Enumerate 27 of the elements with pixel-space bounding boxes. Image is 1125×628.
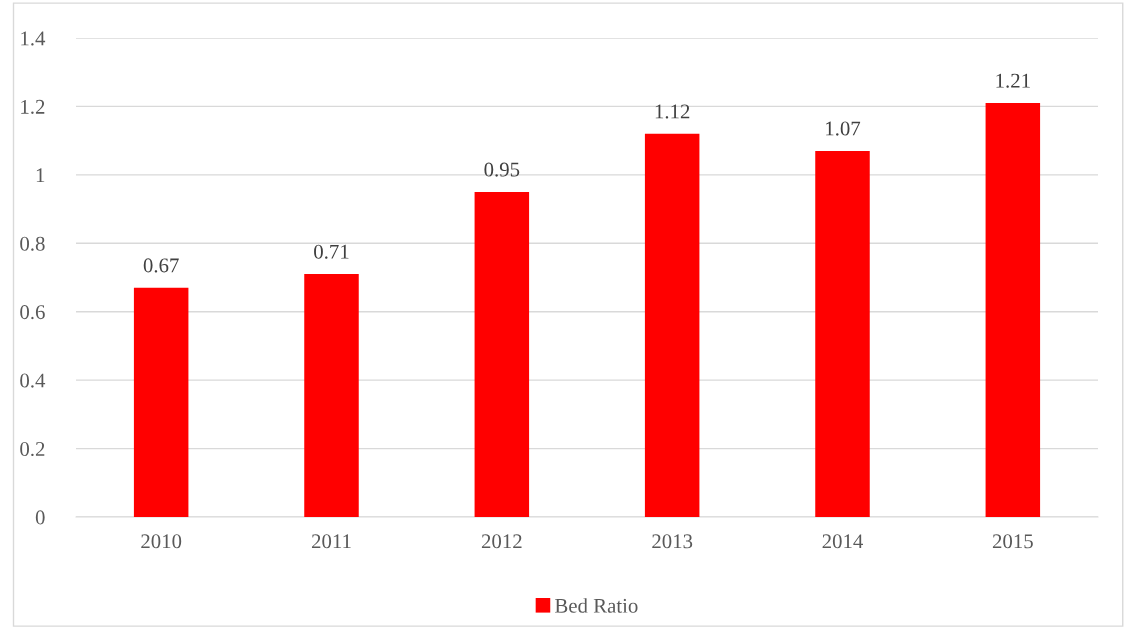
x-tick-label: 2014 [822,534,864,549]
data-label: 1.21 [996,73,1030,88]
data-label: 0.95 [484,162,520,177]
x-tick-label: 2011 [311,534,351,549]
bar [304,274,359,517]
bar [133,287,189,517]
x-tick-label: 2012 [481,534,522,549]
x-tick-label: 2015 [992,534,1033,549]
y-tick-label: 1.4 [21,31,46,46]
y-tick-label: 0.6 [20,305,45,320]
y-tick-label: 0 [35,510,45,525]
bar [985,103,1041,517]
x-tick-label: 2013 [652,534,693,549]
bar [644,133,700,517]
bar [474,191,530,517]
y-tick-label: 1 [36,168,45,183]
data-label: 0.71 [314,244,349,259]
x-tick-label: 2010 [141,534,182,549]
data-label: 0.67 [143,258,179,273]
data-label: 1.07 [826,121,861,136]
legend-label: Bed Ratio [555,598,638,613]
y-tick-label: 1.2 [21,99,45,114]
y-tick-label: 0.8 [20,236,45,251]
data-label: 1.12 [655,104,690,119]
y-tick-label: 0.2 [20,441,45,457]
y-tick-label: 0.4 [20,373,46,388]
bar [815,150,870,517]
